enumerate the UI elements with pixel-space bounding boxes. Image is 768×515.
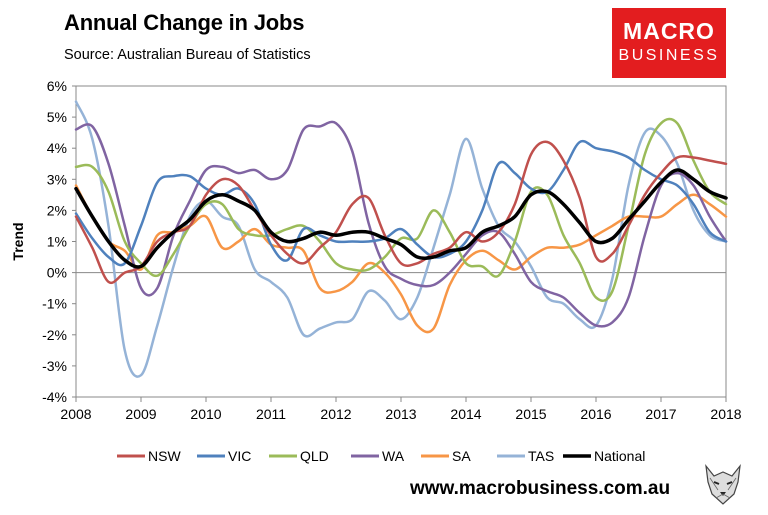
logo-line-1: MACRO xyxy=(623,18,715,44)
series-line-nsw xyxy=(74,140,728,285)
chart-title: Annual Change in Jobs xyxy=(64,10,305,35)
y-tick-label: 2% xyxy=(47,202,67,218)
x-tick-label: 2014 xyxy=(450,406,481,422)
logo-line-2: BUSINESS xyxy=(618,47,720,64)
x-tick-label: 2008 xyxy=(60,406,91,422)
y-axis-label: Trend xyxy=(10,222,26,260)
x-tick-label: 2016 xyxy=(580,406,611,422)
legend-label-sa: SA xyxy=(452,448,471,464)
legend-label-nsw: NSW xyxy=(148,448,181,464)
series-line-vic xyxy=(74,139,728,267)
legend-label-national: National xyxy=(594,448,645,464)
chart-subtitle: Source: Australian Bureau of Statistics xyxy=(64,47,311,63)
x-tick-label: 2010 xyxy=(190,406,221,422)
y-tick-label: 3% xyxy=(47,171,67,187)
y-tick-label: 6% xyxy=(47,78,67,94)
y-tick-label: -4% xyxy=(42,389,67,405)
wolf-mascot-icon xyxy=(700,460,746,508)
y-tick-label: 0% xyxy=(47,265,67,281)
x-tick-label: 2018 xyxy=(710,406,741,422)
plot-area-border xyxy=(75,85,727,398)
series-line-tas xyxy=(74,100,728,378)
series-line-qld xyxy=(74,117,728,302)
legend-label-tas: TAS xyxy=(528,448,554,464)
series-line-sa xyxy=(74,184,728,334)
series-line-national xyxy=(74,168,728,269)
x-tick-label: 2011 xyxy=(256,406,286,422)
macrobusiness-logo: MACRO BUSINESS xyxy=(612,8,726,78)
legend-label-wa: WA xyxy=(382,448,405,464)
y-tick-label: -1% xyxy=(42,296,67,312)
y-tick-label: -3% xyxy=(42,358,67,374)
series-line-wa xyxy=(74,120,728,328)
legend-label-qld: QLD xyxy=(300,448,329,464)
website-url: www.macrobusiness.com.au xyxy=(410,478,671,499)
x-tick-label: 2017 xyxy=(645,406,676,422)
y-tick-label: -2% xyxy=(42,327,67,343)
x-tick-label: 2013 xyxy=(385,406,416,422)
x-tick-label: 2015 xyxy=(515,406,546,422)
x-tick-label: 2012 xyxy=(320,406,351,422)
legend-label-vic: VIC xyxy=(228,448,251,464)
y-tick-label: 1% xyxy=(47,234,67,250)
x-tick-label: 2009 xyxy=(125,406,156,422)
y-tick-label: 5% xyxy=(47,109,67,125)
y-tick-label: 4% xyxy=(47,140,67,156)
